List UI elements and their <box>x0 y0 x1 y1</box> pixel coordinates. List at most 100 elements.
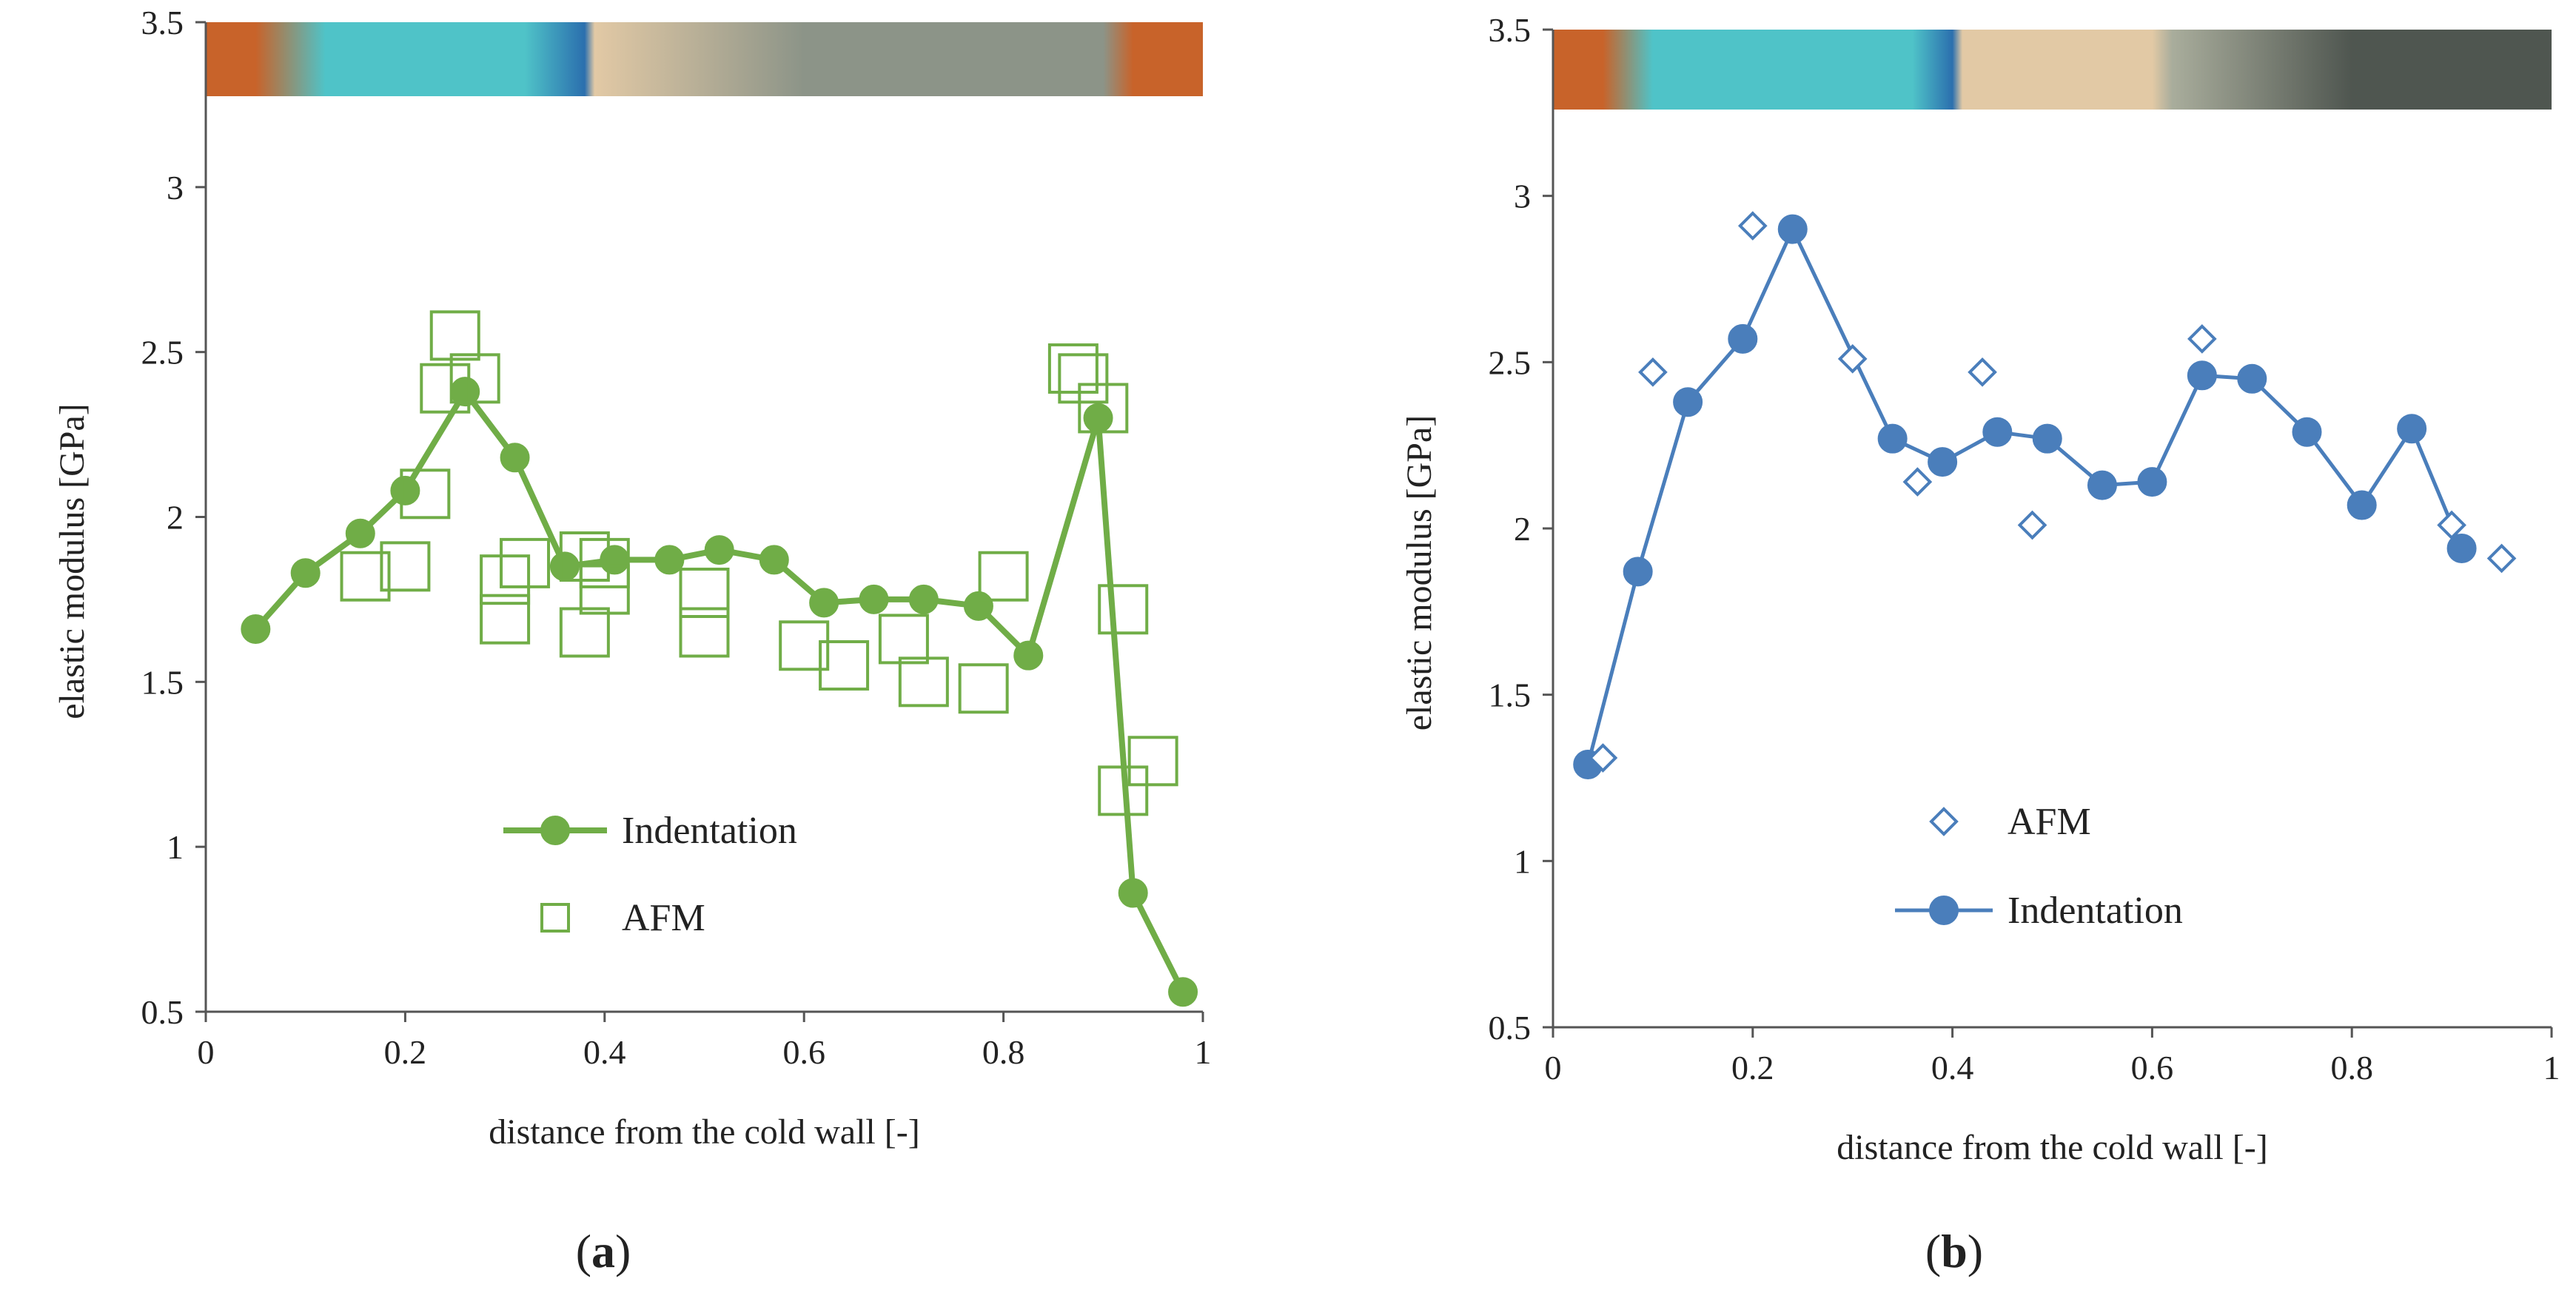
data-point <box>500 537 551 588</box>
y-tick-label: 2 <box>1514 510 1531 548</box>
x-tick-label: 0.2 <box>1731 1049 1774 1086</box>
legend-swatch-marker <box>1929 896 1959 925</box>
data-point <box>2486 543 2517 574</box>
data-point <box>1013 640 1044 671</box>
y-tick-label: 1.5 <box>141 663 184 701</box>
panel-letter: b <box>1941 1225 1968 1277</box>
data-point <box>500 443 530 473</box>
legend-label: AFM <box>622 897 705 939</box>
legend-label: Indentation <box>2008 890 2183 932</box>
data-point <box>679 607 730 658</box>
y-tick-label: 0.5 <box>141 993 184 1031</box>
y-tick-label: 1 <box>1514 842 1531 880</box>
data-point <box>2446 533 2477 563</box>
y-tick-label: 1.5 <box>1489 676 1532 714</box>
legend-swatch-marker <box>540 903 570 933</box>
y-axis-title: elastic modulus [GPa] <box>1400 415 1439 731</box>
data-point <box>1673 387 1703 417</box>
data-point <box>859 584 889 614</box>
data-point <box>2347 490 2377 520</box>
series-line <box>1586 227 2463 765</box>
x-tick-label: 0.4 <box>1931 1049 1974 1086</box>
data-point <box>1083 403 1113 433</box>
y-tick-label: 1 <box>167 828 184 866</box>
data-point <box>1118 878 1148 908</box>
panel-label: (b) <box>1925 1225 1983 1277</box>
data-point <box>779 620 830 671</box>
x-tick-label: 0 <box>1545 1049 1562 1086</box>
legend-label: AFM <box>2008 801 2091 843</box>
data-point <box>579 537 630 588</box>
data-point <box>429 310 480 361</box>
data-point <box>449 353 500 404</box>
data-point <box>908 584 939 614</box>
series-indentation <box>241 377 1198 1007</box>
y-tick-label: 3 <box>167 169 184 206</box>
x-tick-label: 1 <box>2543 1049 2560 1086</box>
x-tick-label: 0.2 <box>384 1033 427 1071</box>
panel-label: (a) <box>576 1225 631 1277</box>
y-tick-label: 0.5 <box>1489 1009 1532 1047</box>
data-point <box>559 531 610 582</box>
data-point <box>241 614 271 645</box>
data-point <box>1098 765 1149 816</box>
data-point <box>345 518 375 548</box>
legend: Indentation AFM <box>503 810 797 939</box>
data-point <box>759 545 789 575</box>
data-point <box>390 475 420 505</box>
data-point <box>1098 584 1149 635</box>
data-point <box>1047 343 1099 394</box>
data-point <box>1777 214 1808 244</box>
data-point <box>2087 470 2117 500</box>
data-point <box>704 535 734 565</box>
y-axis-title: elastic modulus [GPa] <box>53 403 92 719</box>
data-point <box>1982 417 2013 447</box>
series-afm <box>1588 211 2517 773</box>
y-tick-label: 3.5 <box>141 4 184 41</box>
data-point <box>2237 363 2267 394</box>
image-band <box>1553 30 2552 110</box>
data-point <box>400 468 451 520</box>
data-point <box>958 663 1009 714</box>
x-tick-label: 0.6 <box>782 1033 825 1071</box>
data-point <box>1168 977 1198 1007</box>
y-tick-label: 2.5 <box>1489 343 1532 381</box>
data-point <box>1902 467 1933 497</box>
data-point <box>819 640 870 691</box>
series-indentation <box>1573 214 2477 780</box>
data-point <box>2137 467 2167 497</box>
y-tick-label: 2.5 <box>141 334 184 372</box>
panel-letter: a <box>591 1225 615 1277</box>
y-tick-label: 2 <box>167 499 184 537</box>
x-axis-title: distance from the cold wall [-] <box>489 1112 919 1152</box>
data-point <box>2292 417 2322 447</box>
data-point <box>1078 383 1129 434</box>
data-point <box>1638 357 1668 387</box>
data-point <box>600 545 630 575</box>
x-tick-label: 0.8 <box>2330 1049 2373 1086</box>
data-point <box>1588 743 1618 773</box>
data-point <box>1928 447 1958 477</box>
x-tick-label: 1 <box>1195 1033 1212 1071</box>
x-axis-title: distance from the cold wall [-] <box>1837 1128 2267 1167</box>
data-point <box>1728 323 1758 354</box>
data-point <box>654 545 685 575</box>
data-point <box>1127 736 1178 787</box>
data-point <box>1737 211 1768 241</box>
data-point <box>2017 510 2047 540</box>
data-point <box>809 588 839 618</box>
data-point <box>1623 557 1653 587</box>
data-point <box>420 363 471 414</box>
data-point <box>1058 353 1109 404</box>
data-point <box>480 594 531 645</box>
data-point <box>2187 324 2217 354</box>
legend-swatch-marker <box>1929 807 1959 836</box>
image-band <box>206 22 1203 96</box>
panel-a: 0.5 1 1.5 2 2.5 3 3.5 0 0.2 0.4 0.6 0.8 1 distance fr… <box>53 4 1212 1277</box>
data-point <box>2437 510 2466 540</box>
data-point <box>340 551 391 602</box>
y-tick-label: 3 <box>1514 178 1531 215</box>
legend-swatch-marker <box>540 816 570 845</box>
data-point <box>2187 360 2217 391</box>
